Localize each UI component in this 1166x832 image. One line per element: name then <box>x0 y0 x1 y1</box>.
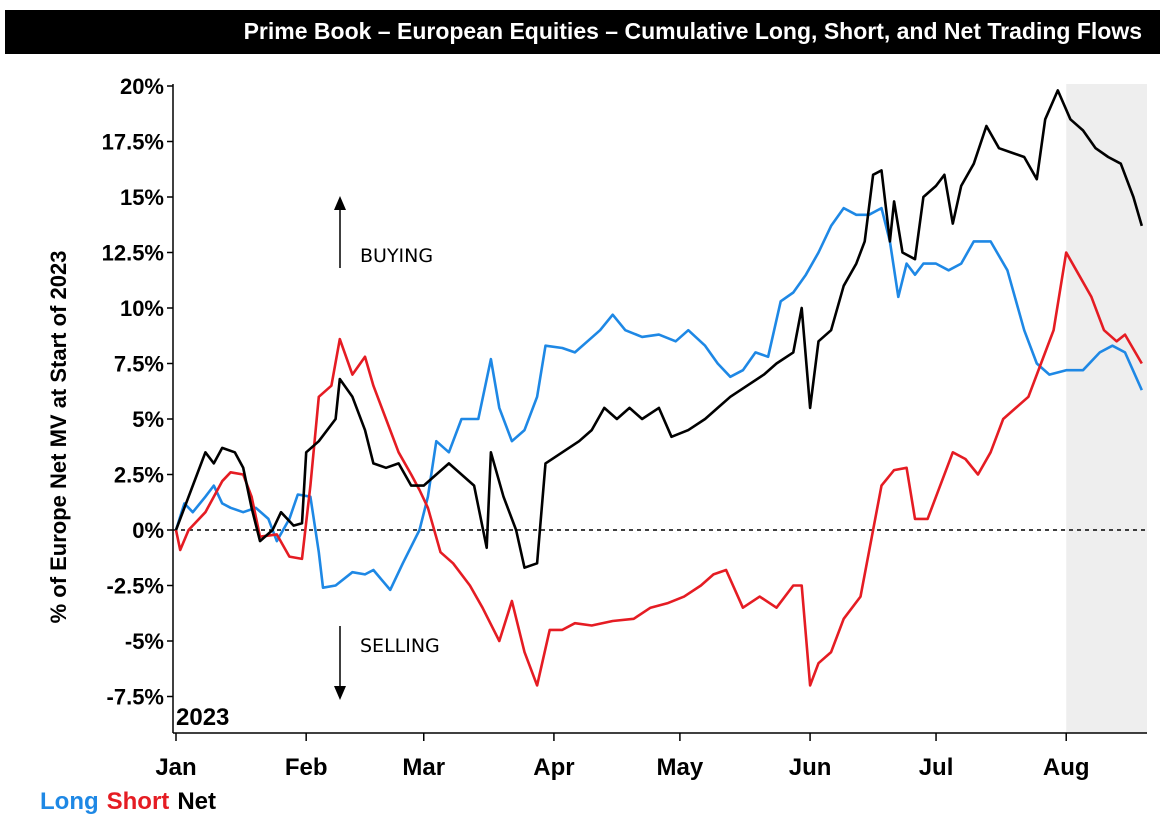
y-axis-ticks: 20% 17.5% 15% 12.5% 10% 7.5% 5% 2.5% 0% -2.5% -5% -… <box>102 74 173 710</box>
y-tick-label: 10% <box>120 296 164 321</box>
up-arrow-icon <box>334 196 346 210</box>
shaded-region <box>1066 84 1147 733</box>
series-line-net <box>174 89 1144 569</box>
x-tick-label: Jul <box>919 754 954 781</box>
selling-label: SELLING <box>360 635 440 657</box>
buying-label: BUYING <box>360 245 433 267</box>
legend-entry-short: Short <box>106 788 170 815</box>
x-tick-label: Jun <box>789 754 832 781</box>
x-tick-label: Apr <box>533 754 574 781</box>
series-line-short <box>174 251 1143 687</box>
annotations: BUYING SELLING <box>334 196 440 700</box>
x-tick-label: May <box>657 754 704 781</box>
legend-entry-long: Long <box>40 788 99 815</box>
y-tick-label: -2.5% <box>107 574 164 599</box>
chart-title: Prime Book – European Equities – Cumulat… <box>243 18 1142 44</box>
axes <box>172 84 1147 734</box>
y-tick-label: 20% <box>120 74 164 99</box>
series-line-long <box>174 206 1143 592</box>
y-tick-label: 2.5% <box>114 463 164 488</box>
y-tick-label: -5% <box>125 629 164 654</box>
y-tick-label: 0% <box>132 518 164 543</box>
legend: Long Short Net <box>40 788 224 816</box>
legend-entry-net: Net <box>177 788 216 815</box>
y-tick-label: 12.5% <box>102 241 164 266</box>
x-tick-label: Feb <box>285 754 328 781</box>
series-lines <box>174 89 1144 687</box>
y-tick-label: 15% <box>120 185 164 210</box>
y-tick-label: 5% <box>132 407 164 432</box>
down-arrow-icon <box>334 686 346 700</box>
x-axis-ticks: Jan Feb Mar Apr May Jun Jul Aug <box>155 733 1090 781</box>
y-axis-label: % of Europe Net MV at Start of 2023 <box>46 251 71 624</box>
x-tick-label: Aug <box>1043 754 1090 781</box>
year-label: 2023 <box>176 704 229 731</box>
y-tick-label: 17.5% <box>102 130 164 155</box>
y-tick-label: 7.5% <box>114 352 164 377</box>
x-tick-label: Mar <box>402 754 445 781</box>
shaded-region-layer <box>1066 84 1147 733</box>
title-bar: Prime Book – European Equities – Cumulat… <box>5 10 1160 54</box>
x-tick-label: Jan <box>155 754 196 781</box>
y-tick-label: -7.5% <box>107 685 164 710</box>
